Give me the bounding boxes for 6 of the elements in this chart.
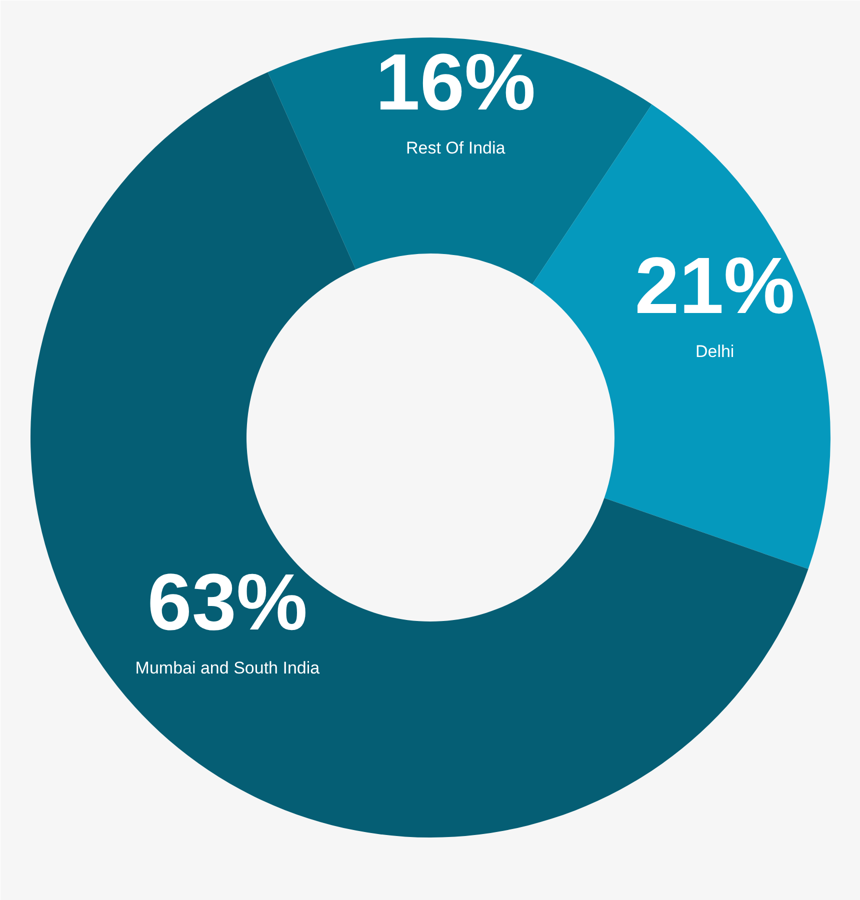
slice-label: Rest Of India	[406, 138, 506, 158]
slice-label: Delhi	[695, 342, 734, 361]
data-label: 63%	[147, 557, 308, 646]
slice-label: Mumbai and South India	[135, 658, 320, 678]
data-label: 21%	[634, 240, 795, 330]
data-label: 16%	[376, 38, 536, 127]
